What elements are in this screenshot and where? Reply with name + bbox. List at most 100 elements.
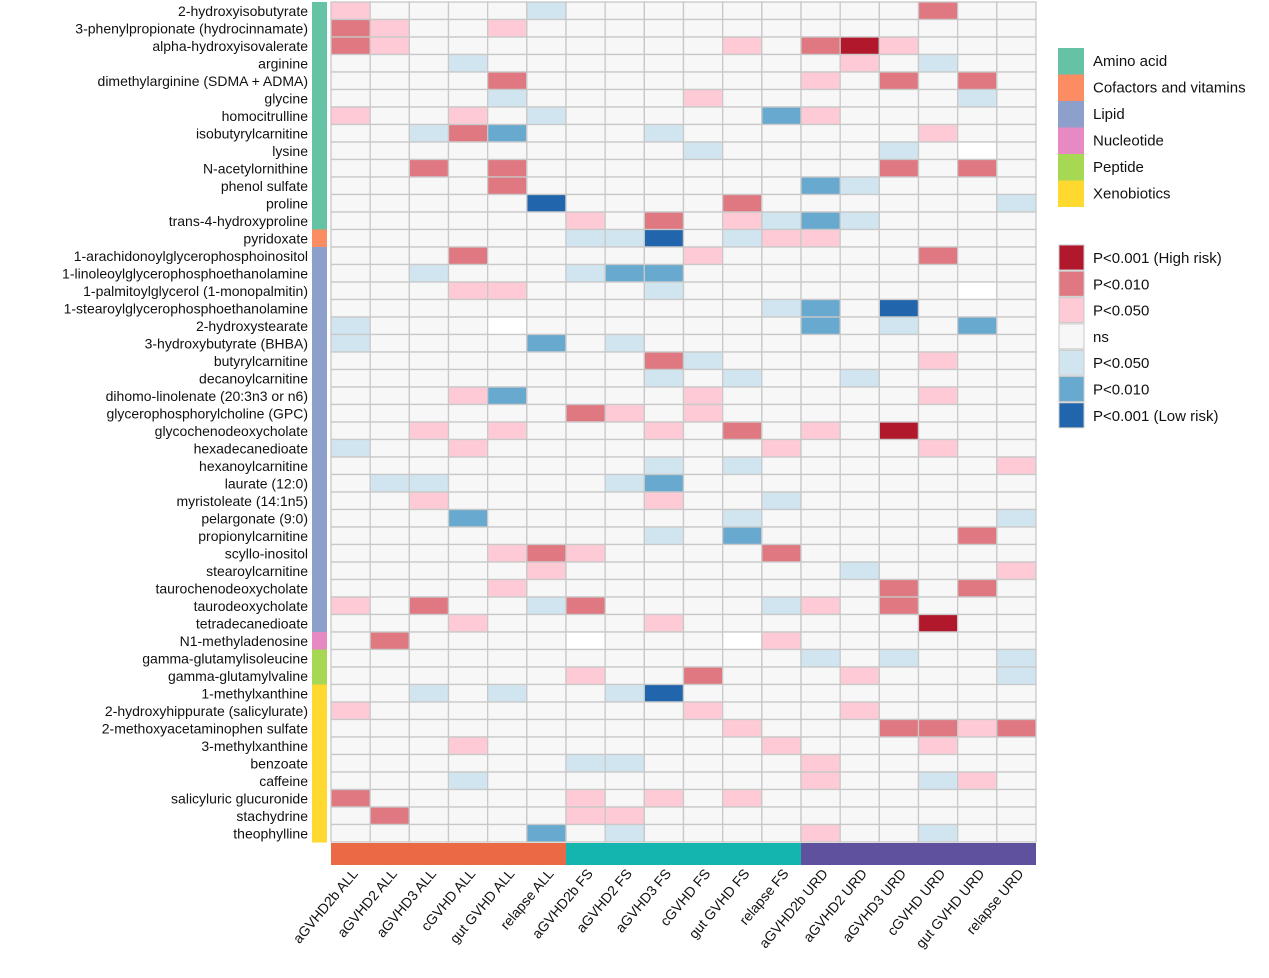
heatmap-cell <box>957 88 998 108</box>
heatmap-cell <box>330 473 371 493</box>
heatmap-cell <box>800 753 841 773</box>
heatmap-cell <box>526 193 567 213</box>
heatmap-cell <box>408 701 450 721</box>
heatmap-cell <box>917 613 959 633</box>
row-class-bar <box>312 754 327 773</box>
heatmap-cell <box>878 718 920 738</box>
heatmap-cell <box>800 53 841 73</box>
heatmap-cell <box>604 473 645 493</box>
heatmap-cell <box>526 718 567 738</box>
heatmap-cell <box>643 386 685 406</box>
legend-sig-label: P<0.001 (High risk) <box>1093 250 1222 267</box>
heatmap-cell <box>369 648 410 668</box>
heatmap-cell <box>761 771 802 791</box>
heatmap-cell <box>839 666 880 686</box>
row-label: homocitrulline <box>222 108 309 124</box>
heatmap-cell <box>330 596 371 616</box>
heatmap-cell <box>722 631 763 651</box>
heatmap-cell <box>369 53 410 73</box>
heatmap-cell <box>761 613 802 633</box>
legend-class-label: Xenobiotics <box>1093 186 1171 203</box>
heatmap-cell <box>878 36 920 56</box>
heatmap-cell <box>722 613 763 633</box>
heatmap-cell <box>447 316 489 336</box>
heatmap-cell <box>800 631 841 651</box>
heatmap-cell <box>722 526 763 546</box>
heatmap-cell <box>917 438 959 458</box>
legend-sig-label: P<0.050 <box>1093 355 1149 372</box>
heatmap-cell <box>839 193 880 213</box>
heatmap-cell <box>682 88 724 108</box>
heatmap-cell <box>526 491 567 511</box>
row-label: taurochenodeoxycholate <box>155 580 308 596</box>
heatmap-cell <box>487 806 528 826</box>
heatmap-cell <box>369 1 410 21</box>
heatmap-cell <box>839 456 880 476</box>
row-label: isobutyrylcarnitine <box>196 125 308 141</box>
heatmap-cell <box>957 753 998 773</box>
heatmap-cell <box>682 53 724 73</box>
legend-sig-label: P<0.050 <box>1093 303 1149 320</box>
heatmap-cell <box>722 368 763 388</box>
heatmap-cell <box>604 1 645 21</box>
heatmap-cell <box>526 456 567 476</box>
heatmap-cell <box>408 438 450 458</box>
heatmap-cell <box>604 88 645 108</box>
legend-class-swatch <box>1058 154 1084 181</box>
heatmap-cell <box>878 421 920 441</box>
heatmap-cell <box>447 211 489 231</box>
heatmap-cell <box>447 596 489 616</box>
heatmap-cell <box>722 648 763 668</box>
heatmap-cell <box>722 491 763 511</box>
heatmap-cell <box>917 386 959 406</box>
heatmap-cell <box>565 368 606 388</box>
heatmap-cell <box>996 718 1037 738</box>
heatmap-cell <box>917 578 959 598</box>
heatmap-cell <box>369 613 410 633</box>
heatmap-cell <box>878 456 920 476</box>
heatmap-cell <box>722 561 763 581</box>
heatmap-cell <box>408 736 450 756</box>
heatmap-cell <box>408 53 450 73</box>
heatmap-cell <box>447 701 489 721</box>
heatmap-cell <box>447 648 489 668</box>
heatmap-cell <box>447 368 489 388</box>
heatmap-cell <box>800 736 841 756</box>
heatmap-cell <box>761 298 802 318</box>
heatmap-cell <box>761 701 802 721</box>
column-label: aGVHD2b URD <box>756 866 831 951</box>
heatmap-cell <box>917 596 959 616</box>
heatmap-cell <box>526 351 567 371</box>
heatmap-cell <box>565 176 606 196</box>
heatmap-cell <box>487 753 528 773</box>
heatmap-cell <box>487 666 528 686</box>
heatmap-cell <box>408 106 450 126</box>
heatmap-cell <box>526 526 567 546</box>
heatmap-cell <box>917 193 959 213</box>
heatmap-cell <box>917 71 959 91</box>
heatmap-cell <box>878 578 920 598</box>
heatmap-cell <box>878 491 920 511</box>
heatmap-cell <box>565 438 606 458</box>
heatmap-cell <box>526 228 567 248</box>
row-label: N1-methyladenosine <box>180 633 309 649</box>
heatmap-cell <box>643 71 685 91</box>
heatmap-cell <box>565 211 606 231</box>
row-label: propionylcarnitine <box>198 528 308 544</box>
heatmap-cell <box>761 648 802 668</box>
heatmap-cell <box>604 596 645 616</box>
heatmap-cell <box>408 281 450 301</box>
heatmap-cell <box>682 561 724 581</box>
heatmap-cell <box>487 368 528 388</box>
heatmap-cell <box>643 823 685 843</box>
heatmap-cell <box>957 18 998 38</box>
heatmap-cell <box>604 263 645 283</box>
heatmap-cell <box>957 421 998 441</box>
heatmap-cell <box>487 71 528 91</box>
heatmap-cell <box>761 543 802 563</box>
heatmap-cell <box>643 438 685 458</box>
heatmap-cell <box>526 281 567 301</box>
heatmap-cell <box>330 368 371 388</box>
heatmap-cell <box>996 666 1037 686</box>
heatmap-cell <box>604 368 645 388</box>
